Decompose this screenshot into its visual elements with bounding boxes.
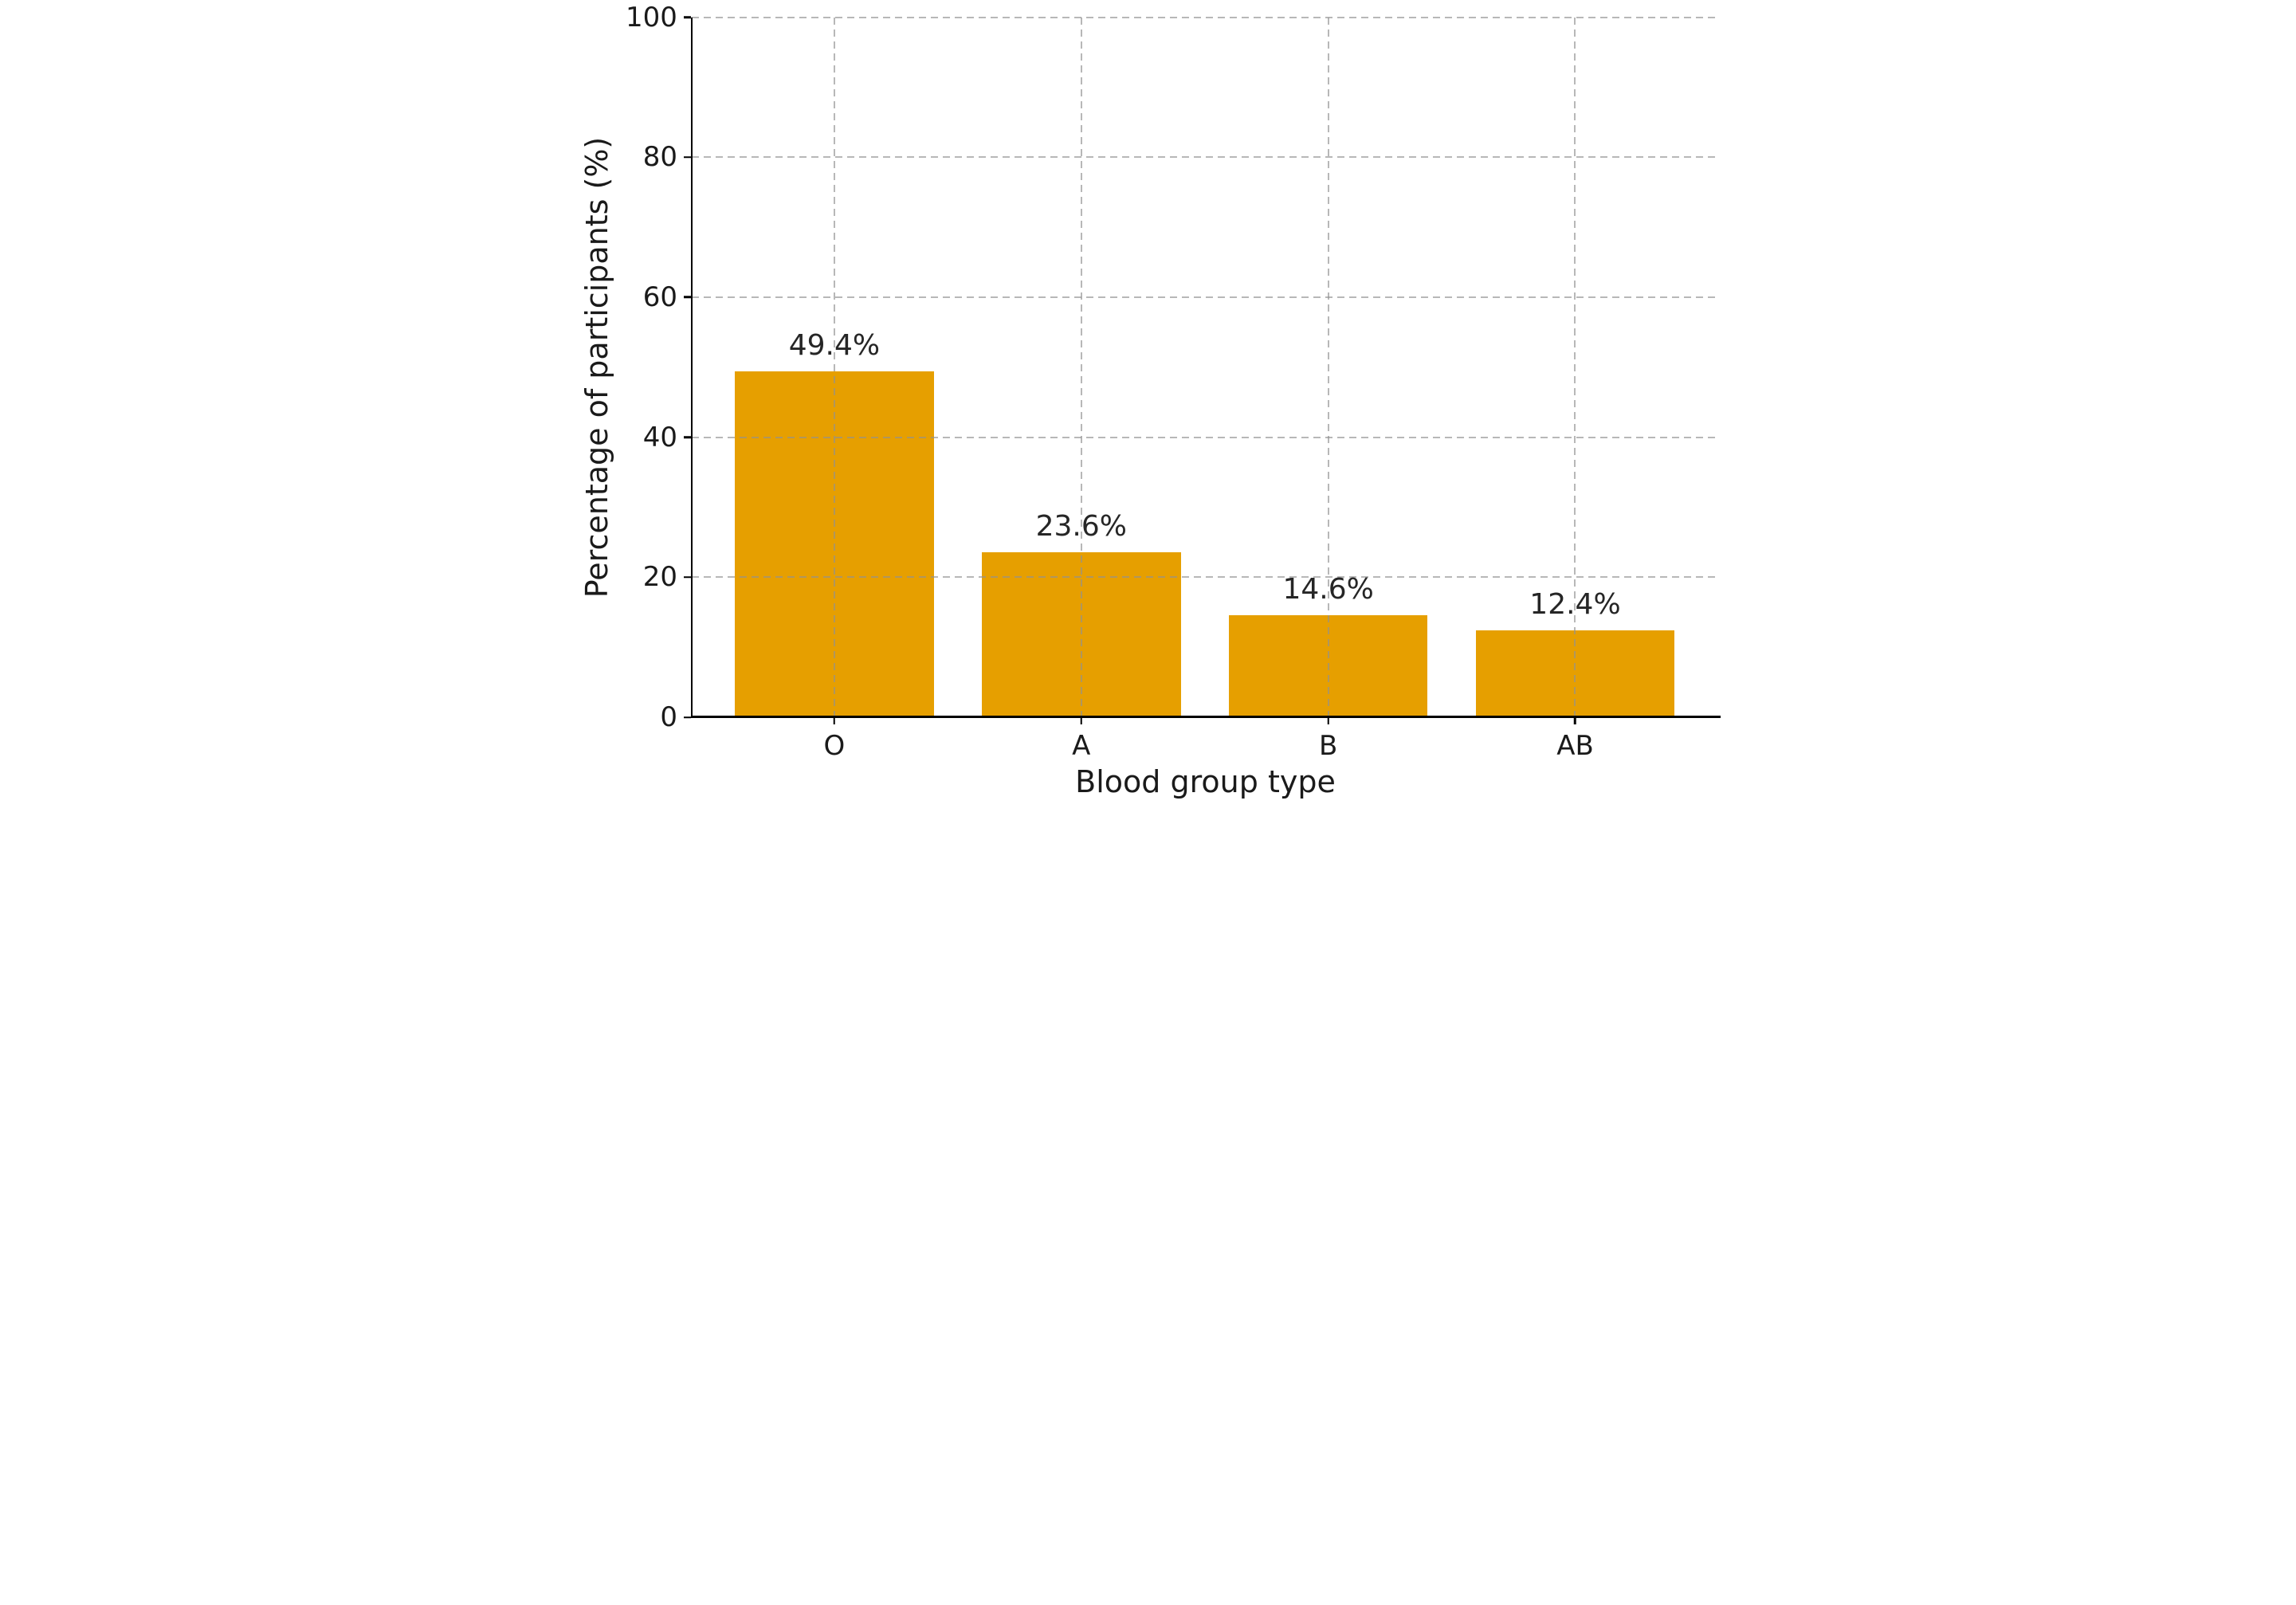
y-tick-mark-80 (683, 156, 691, 159)
bar-value-label-O: 49.4% (788, 329, 881, 363)
bar-chart-figure: Percentage of participants (%) 0 20 40 60 80… (574, 0, 1722, 802)
y-tick-label-0: 0 (660, 701, 677, 734)
v-gridline-O (833, 17, 835, 718)
y-tick-label-60: 60 (642, 281, 677, 313)
bottom-spine (690, 716, 1721, 719)
y-tick-label-80: 80 (642, 141, 677, 174)
v-gridline-AB (1574, 17, 1576, 718)
x-tick-label-AB: AB (1556, 730, 1594, 763)
bar-value-label-A: 23.6% (1035, 509, 1127, 543)
x-axis-label: Blood group type (1075, 764, 1336, 799)
x-tick-mark-O (833, 717, 836, 725)
bar-value-label-B: 14.6% (1282, 572, 1374, 606)
y-tick-label-20: 20 (642, 561, 677, 594)
h-gridline-60 (691, 296, 1718, 298)
y-tick-mark-60 (683, 296, 691, 299)
plot-area: 0 20 40 60 80 100 O 49.4% A 23.6% B 14.6% AB 12.4% (626, 2, 1721, 762)
y-axis-label: Percentage of participants (%) (579, 136, 614, 598)
left-spine (690, 17, 693, 718)
y-tick-label-40: 40 (642, 421, 677, 453)
x-tick-label-O: O (823, 730, 846, 763)
x-tick-mark-B (1327, 717, 1329, 725)
x-tick-mark-AB (1574, 717, 1576, 725)
y-tick-mark-40 (683, 436, 691, 438)
y-tick-mark-100 (683, 16, 691, 18)
v-gridline-A (1080, 17, 1082, 718)
h-gridline-100 (691, 16, 1718, 18)
h-gridline-40 (691, 436, 1718, 438)
bar-value-label-AB: 12.4% (1529, 588, 1621, 622)
y-tick-mark-20 (683, 576, 691, 579)
x-tick-label-B: B (1318, 730, 1338, 763)
x-tick-label-A: A (1072, 730, 1091, 763)
y-tick-mark-0 (683, 716, 691, 719)
y-tick-label-100: 100 (626, 1, 677, 33)
v-gridline-B (1327, 17, 1329, 718)
x-tick-mark-A (1080, 717, 1082, 725)
h-gridline-20 (691, 576, 1718, 579)
h-gridline-80 (691, 156, 1718, 159)
